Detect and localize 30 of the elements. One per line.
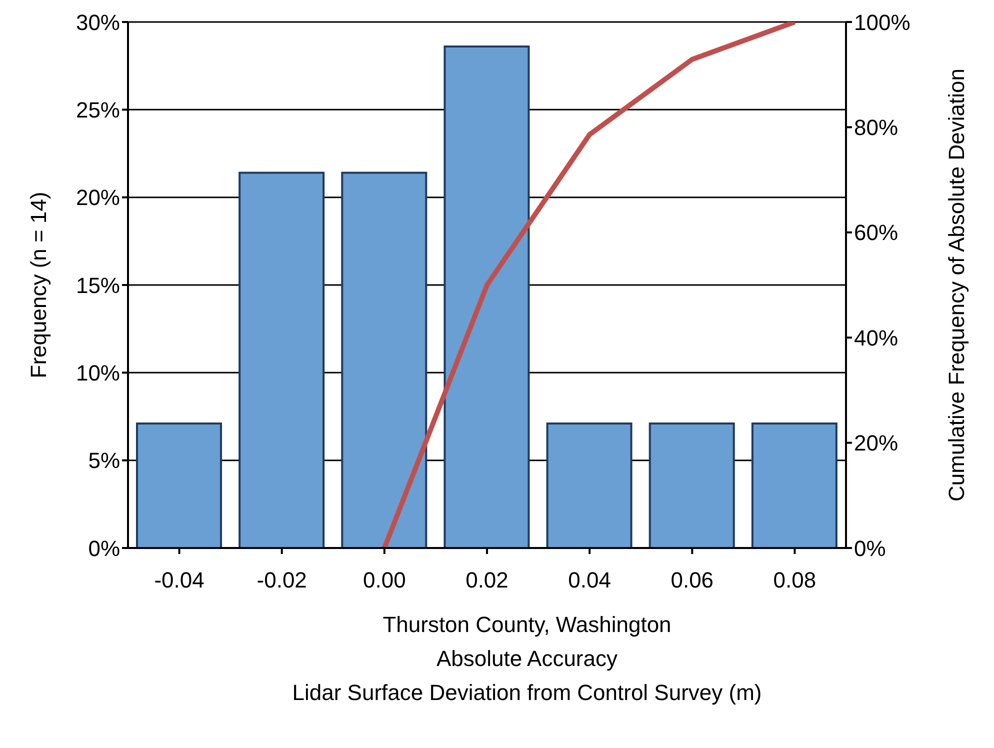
bar (341, 172, 428, 548)
bar (444, 46, 530, 548)
bar (751, 422, 838, 548)
x-tick-label: 0.02 (466, 568, 508, 593)
x-axis-title: Thurston County, Washington Absolute Accuracy Lidar Surface Deviation from Control Survey (m) (291, 611, 763, 707)
y2-tick-label: 40% (854, 325, 898, 350)
bar (546, 422, 632, 548)
y2-tick-label: 100% (854, 10, 910, 35)
bar (136, 422, 222, 548)
x-tick-label: -0.04 (154, 568, 204, 593)
y-tick-label: 10% (76, 360, 120, 386)
y-axis-title: Frequency (n = 14) (26, 192, 51, 378)
y-tick-label: 30% (76, 10, 120, 35)
x-tick-label: 0.06 (670, 568, 714, 593)
x-tick-label: 0.08 (773, 568, 816, 593)
y-tick-label: 25% (76, 97, 120, 122)
y2-tick-label: 80% (854, 115, 898, 140)
y-tick-label: 5% (88, 448, 120, 474)
bar (648, 422, 735, 548)
x-tick-label: 0.04 (568, 568, 611, 593)
x-tick-label: -0.02 (256, 568, 307, 593)
y2-tick-label: 0% (854, 536, 886, 561)
y2-tick-label: 60% (854, 220, 898, 246)
bar (238, 172, 325, 548)
y2-tick-label: 20% (854, 430, 898, 456)
x-tick-label: 0.00 (363, 568, 406, 593)
y-tick-label: 0% (88, 536, 120, 561)
y2-axis-title: Cumulative Frequency of Absolute Deviation (944, 68, 969, 502)
y-tick-label: 20% (76, 185, 120, 210)
y-tick-label: 15% (76, 272, 120, 298)
